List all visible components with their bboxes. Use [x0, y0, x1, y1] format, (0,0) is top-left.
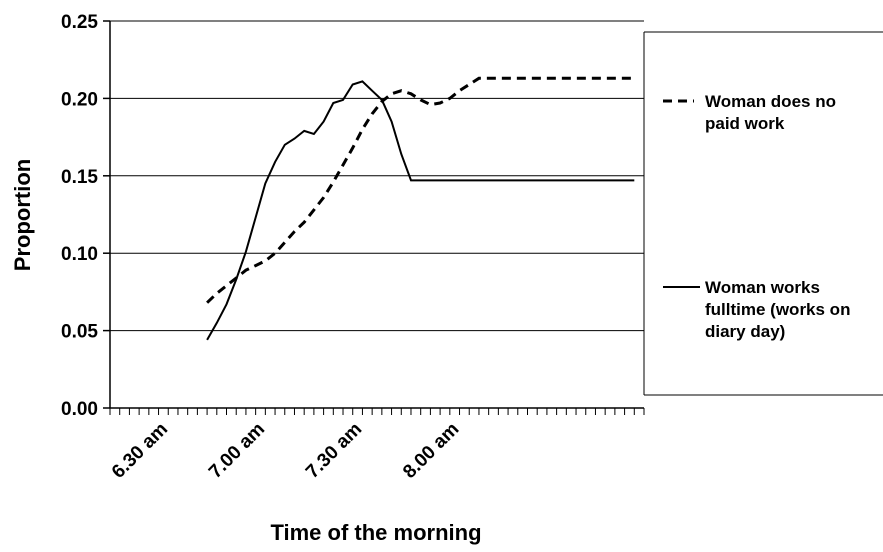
x-axis-ticks: 6.30 am 7.00 am 7.30 am 8.00 am [108, 408, 645, 483]
legend-label-no-paid-work: Woman does no paid work [705, 92, 836, 133]
y-tick-label: 0.00 [61, 399, 98, 420]
series-line-no-paid-work [206, 76, 635, 304]
y-tick-label: 0.10 [61, 244, 98, 265]
series-line-works-fulltime [206, 80, 635, 341]
x-tick-label: 8.00 am [399, 419, 463, 483]
y-tick-label: 0.05 [61, 322, 98, 343]
x-tick-label: 6.30 am [108, 419, 172, 483]
x-tick-label: 7.30 am [302, 419, 366, 483]
x-tick-label: 7.00 am [205, 419, 269, 483]
y-tick-label: 0.15 [61, 167, 98, 188]
y-tick-label: 0.20 [61, 89, 98, 110]
legend-label-line: diary day) [705, 322, 785, 341]
legend-label-line: paid work [705, 114, 785, 133]
legend-label-line: fulltime (works on [705, 300, 850, 319]
legend: Woman does no paid work Woman works fullti… [663, 92, 850, 341]
y-tick-label: 0.25 [61, 12, 98, 33]
y-axis-ticks: 0.00 0.05 0.10 0.15 0.20 0.25 [61, 12, 110, 420]
y-axis-label: Proportion [10, 159, 35, 271]
x-axis-label: Time of the morning [270, 520, 481, 545]
legend-label-line: Woman does no [705, 92, 836, 111]
legend-label-works-fulltime: Woman works fulltime (works on diary day) [705, 278, 850, 341]
gridlines [110, 20, 644, 332]
legend-label-line: Woman works [705, 278, 820, 297]
